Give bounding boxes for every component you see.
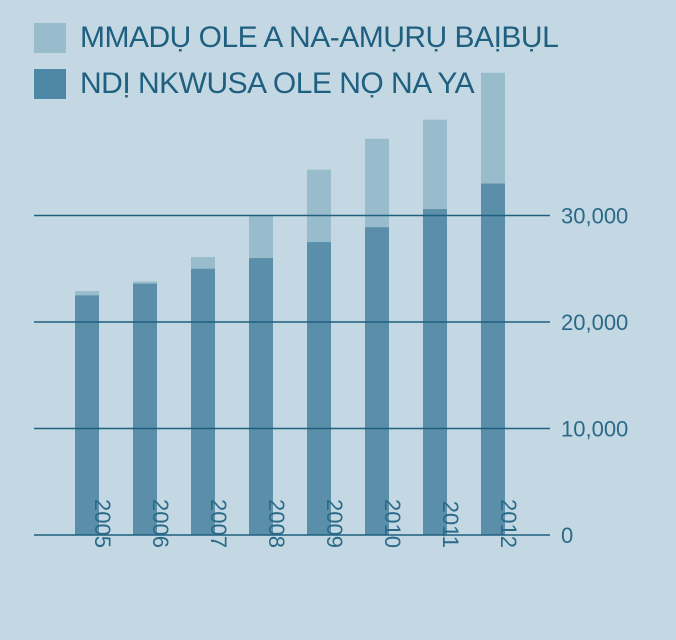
x-tick-label-2006: 2006 xyxy=(148,499,173,548)
x-tick-label-2012: 2012 xyxy=(496,499,521,548)
x-tick-label-2008: 2008 xyxy=(264,499,289,548)
bar-publishers-2010 xyxy=(365,227,389,536)
legend-item-bible-studies: MMADỤ OLE A NA-AMỤRỤ BAỊBỤL xyxy=(34,16,559,60)
legend-swatch-dark xyxy=(34,69,66,99)
bar-publishers-2008 xyxy=(249,258,273,535)
bar-publishers-2012 xyxy=(481,183,505,535)
y-tick-label-20000: 20,000 xyxy=(561,310,628,335)
x-tick-label-2007: 2007 xyxy=(206,499,231,548)
legend-swatch-light xyxy=(34,23,66,53)
bars xyxy=(75,72,505,536)
y-tick-label-10000: 10,000 xyxy=(561,417,628,442)
bar-publishers-2009 xyxy=(307,242,331,536)
bar-publishers-2006 xyxy=(133,283,157,535)
legend-label-bible-studies: MMADỤ OLE A NA-AMỤRỤ BAỊBỤL xyxy=(80,21,559,54)
legend: MMADỤ OLE A NA-AMỤRỤ BAỊBỤL NDỊ NKWUSA O… xyxy=(34,16,559,108)
x-tick-label-2011: 2011 xyxy=(438,501,463,548)
legend-item-publishers: NDỊ NKWUSA OLE NỌ NA YA xyxy=(34,62,558,106)
x-tick-label-2005: 2005 xyxy=(90,499,115,548)
y-tick-label-30000: 30,000 xyxy=(561,204,628,229)
bar-publishers-2007 xyxy=(191,268,215,536)
bar-publishers-2005 xyxy=(75,295,99,535)
bar-publishers-2011 xyxy=(423,209,447,536)
y-tick-label-0: 0 xyxy=(561,523,573,548)
legend-label-publishers: NDỊ NKWUSA OLE NỌ NA YA xyxy=(80,67,475,100)
x-tick-label-2009: 2009 xyxy=(322,499,347,548)
x-tick-label-2010: 2010 xyxy=(380,499,405,548)
